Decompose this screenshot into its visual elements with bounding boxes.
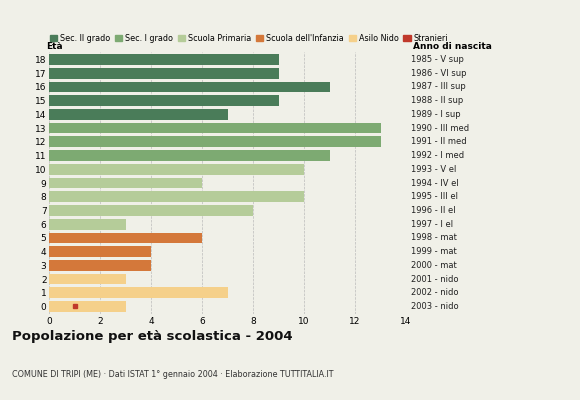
Bar [49, 123, 380, 134]
Bar [49, 95, 278, 106]
Text: 1991 - II med: 1991 - II med [411, 137, 466, 146]
Bar [49, 205, 253, 216]
Text: 1998 - mat: 1998 - mat [411, 233, 456, 242]
Text: 1990 - III med: 1990 - III med [411, 124, 469, 133]
Text: 1985 - V sup: 1985 - V sup [411, 55, 463, 64]
Bar [49, 274, 126, 284]
Bar [49, 232, 202, 243]
Bar [49, 136, 380, 147]
Text: Popolazione per età scolastica - 2004: Popolazione per età scolastica - 2004 [12, 330, 292, 343]
Bar [49, 164, 304, 175]
Text: Anno di nascita: Anno di nascita [413, 42, 492, 51]
Bar [49, 68, 278, 79]
Legend: Sec. II grado, Sec. I grado, Scuola Primaria, Scuola dell'Infanzia, Asilo Nido, : Sec. II grado, Sec. I grado, Scuola Prim… [50, 34, 448, 43]
Text: 1994 - IV el: 1994 - IV el [411, 178, 458, 188]
Text: 1986 - VI sup: 1986 - VI sup [411, 69, 466, 78]
Text: 1992 - I med: 1992 - I med [411, 151, 463, 160]
Bar [49, 82, 329, 92]
Text: 1989 - I sup: 1989 - I sup [411, 110, 460, 119]
Text: 1996 - II el: 1996 - II el [411, 206, 455, 215]
Text: 2003 - nido: 2003 - nido [411, 302, 458, 311]
Text: COMUNE DI TRIPI (ME) · Dati ISTAT 1° gennaio 2004 · Elaborazione TUTTITALIA.IT: COMUNE DI TRIPI (ME) · Dati ISTAT 1° gen… [12, 370, 333, 379]
Text: 1997 - I el: 1997 - I el [411, 220, 453, 229]
Bar [49, 191, 304, 202]
Text: Età: Età [46, 42, 63, 51]
Text: 1988 - II sup: 1988 - II sup [411, 96, 463, 105]
Bar [49, 287, 227, 298]
Text: 2001 - nido: 2001 - nido [411, 274, 458, 284]
Text: 1999 - mat: 1999 - mat [411, 247, 456, 256]
Text: 1993 - V el: 1993 - V el [411, 165, 456, 174]
Text: 1987 - III sup: 1987 - III sup [411, 82, 465, 92]
Bar [49, 260, 151, 271]
Bar [49, 150, 329, 161]
Text: 2000 - mat: 2000 - mat [411, 261, 456, 270]
Bar [49, 301, 126, 312]
Bar [49, 219, 126, 230]
Bar [49, 246, 151, 257]
Bar [49, 178, 202, 188]
Bar [49, 54, 278, 65]
Text: 1995 - III el: 1995 - III el [411, 192, 458, 201]
Bar [49, 109, 227, 120]
Text: 2002 - nido: 2002 - nido [411, 288, 458, 297]
